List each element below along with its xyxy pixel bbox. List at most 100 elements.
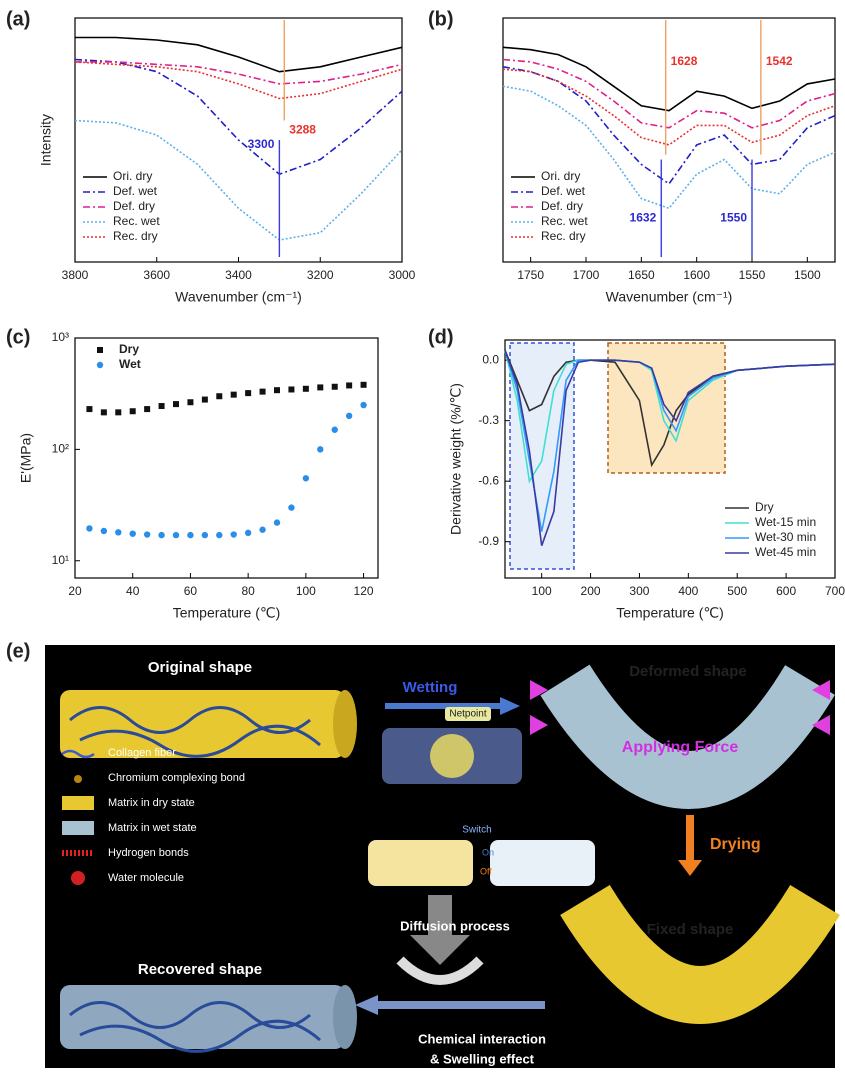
series-line	[503, 67, 835, 184]
x-tick-label: 1550	[739, 268, 766, 282]
point	[187, 399, 193, 405]
x-tick-label: 3600	[143, 268, 170, 282]
annotation-label: 1550	[720, 210, 747, 224]
cylinder-end	[333, 985, 357, 1049]
x-tick-label: 60	[184, 584, 198, 598]
x-axis-label: Temperature (℃)	[173, 605, 281, 621]
point	[101, 528, 107, 534]
point	[202, 397, 208, 403]
diagram-label: Chemical interaction	[418, 1031, 546, 1046]
series-line	[75, 38, 402, 72]
annotation-label: 1628	[671, 54, 698, 68]
x-axis-label: Wavenumber (cm⁻¹)	[175, 289, 302, 305]
point	[144, 406, 150, 412]
point	[288, 386, 294, 392]
x-tick-label: 400	[678, 584, 698, 598]
point	[144, 531, 150, 537]
x-tick-label: 100	[296, 584, 316, 598]
series-line	[503, 69, 835, 145]
point	[245, 530, 251, 536]
point	[245, 390, 251, 396]
y-tick-label: 0.0	[482, 352, 499, 366]
x-axis-label: Temperature (℃)	[616, 605, 724, 621]
diagram-label: On	[482, 847, 494, 857]
diagram-label: & Swelling effect	[430, 1051, 535, 1066]
legend-icon	[74, 775, 82, 783]
diagram-legend: Matrix in wet state	[108, 822, 197, 834]
switch-box	[490, 840, 595, 886]
x-axis-label: Wavenumber (cm⁻¹)	[606, 289, 733, 305]
point	[346, 382, 352, 388]
diagram-label: Wetting	[403, 679, 458, 696]
diagram-label: Drying	[710, 836, 761, 853]
x-tick-label: 600	[776, 584, 796, 598]
point	[187, 532, 193, 538]
point	[361, 382, 367, 388]
panel-label: (e)	[6, 640, 30, 662]
diagram-label: Recovered shape	[138, 961, 262, 978]
legend-icon	[62, 821, 94, 835]
point	[130, 408, 136, 414]
x-tick-label: 200	[581, 584, 601, 598]
y-axis-label: Intensity	[38, 114, 54, 166]
diagram-label: Applying Force	[622, 739, 739, 756]
legend-marker	[97, 362, 103, 368]
x-tick-label: 120	[354, 584, 374, 598]
diagram-label: Original shape	[148, 659, 252, 676]
point	[303, 475, 309, 481]
legend-label: Rec. wet	[113, 214, 160, 228]
panel-label: (c)	[6, 326, 30, 348]
x-tick-label: 1500	[794, 268, 821, 282]
diagram-label: Fixed shape	[647, 921, 734, 938]
panel-label: (b)	[428, 8, 454, 30]
y-tick-label: 10³	[52, 330, 69, 344]
figure: (e) Original shape Wetting Deformed shap…	[0, 0, 845, 1076]
point	[202, 532, 208, 538]
annotation-label: 1542	[766, 54, 793, 68]
point	[101, 409, 107, 415]
legend-label: Dry	[755, 500, 774, 514]
point	[274, 519, 280, 525]
annotation-label: 1632	[630, 210, 657, 224]
point	[115, 529, 121, 535]
legend-label: Def. wet	[113, 184, 158, 198]
point	[173, 401, 179, 407]
point	[260, 389, 266, 395]
point	[216, 532, 222, 538]
legend-marker	[97, 347, 103, 353]
legend-label: Def. dry	[541, 199, 583, 213]
legend-label: Ori. dry	[541, 169, 580, 183]
panel-label: (a)	[6, 8, 30, 30]
x-tick-label: 3800	[62, 268, 89, 282]
y-axis-label: E'(MPa)	[18, 433, 34, 483]
point	[159, 403, 165, 409]
diagram-legend: Collagen fiber	[108, 747, 176, 759]
y-tick-label: -0.6	[478, 473, 499, 487]
x-tick-label: 1600	[683, 268, 710, 282]
point	[274, 387, 280, 393]
legend-icon	[62, 796, 94, 810]
panel-label: (d)	[428, 326, 454, 348]
wet-cylinder	[60, 985, 345, 1049]
netpoint-glow	[430, 734, 474, 778]
x-tick-label: 3200	[307, 268, 334, 282]
point	[130, 530, 136, 536]
series-line	[503, 60, 835, 128]
legend-label: Ori. dry	[113, 169, 152, 183]
diagram-legend: Chromium complexing bond	[108, 772, 245, 784]
y-tick-label: 10¹	[52, 553, 69, 567]
point	[259, 527, 265, 533]
annotation-label: 3300	[248, 137, 275, 151]
point	[86, 525, 92, 531]
y-tick-label: 10²	[52, 442, 69, 456]
point	[115, 409, 121, 415]
legend-label: Rec. wet	[541, 214, 588, 228]
x-tick-label: 40	[126, 584, 140, 598]
series-line	[75, 62, 402, 99]
diagram-legend: Hydrogen bonds	[108, 847, 189, 859]
cylinder-end	[333, 690, 357, 758]
legend-label: Wet-15 min	[755, 515, 816, 529]
point	[231, 531, 237, 537]
legend-icon	[71, 871, 85, 885]
x-tick-label: 700	[825, 584, 845, 598]
